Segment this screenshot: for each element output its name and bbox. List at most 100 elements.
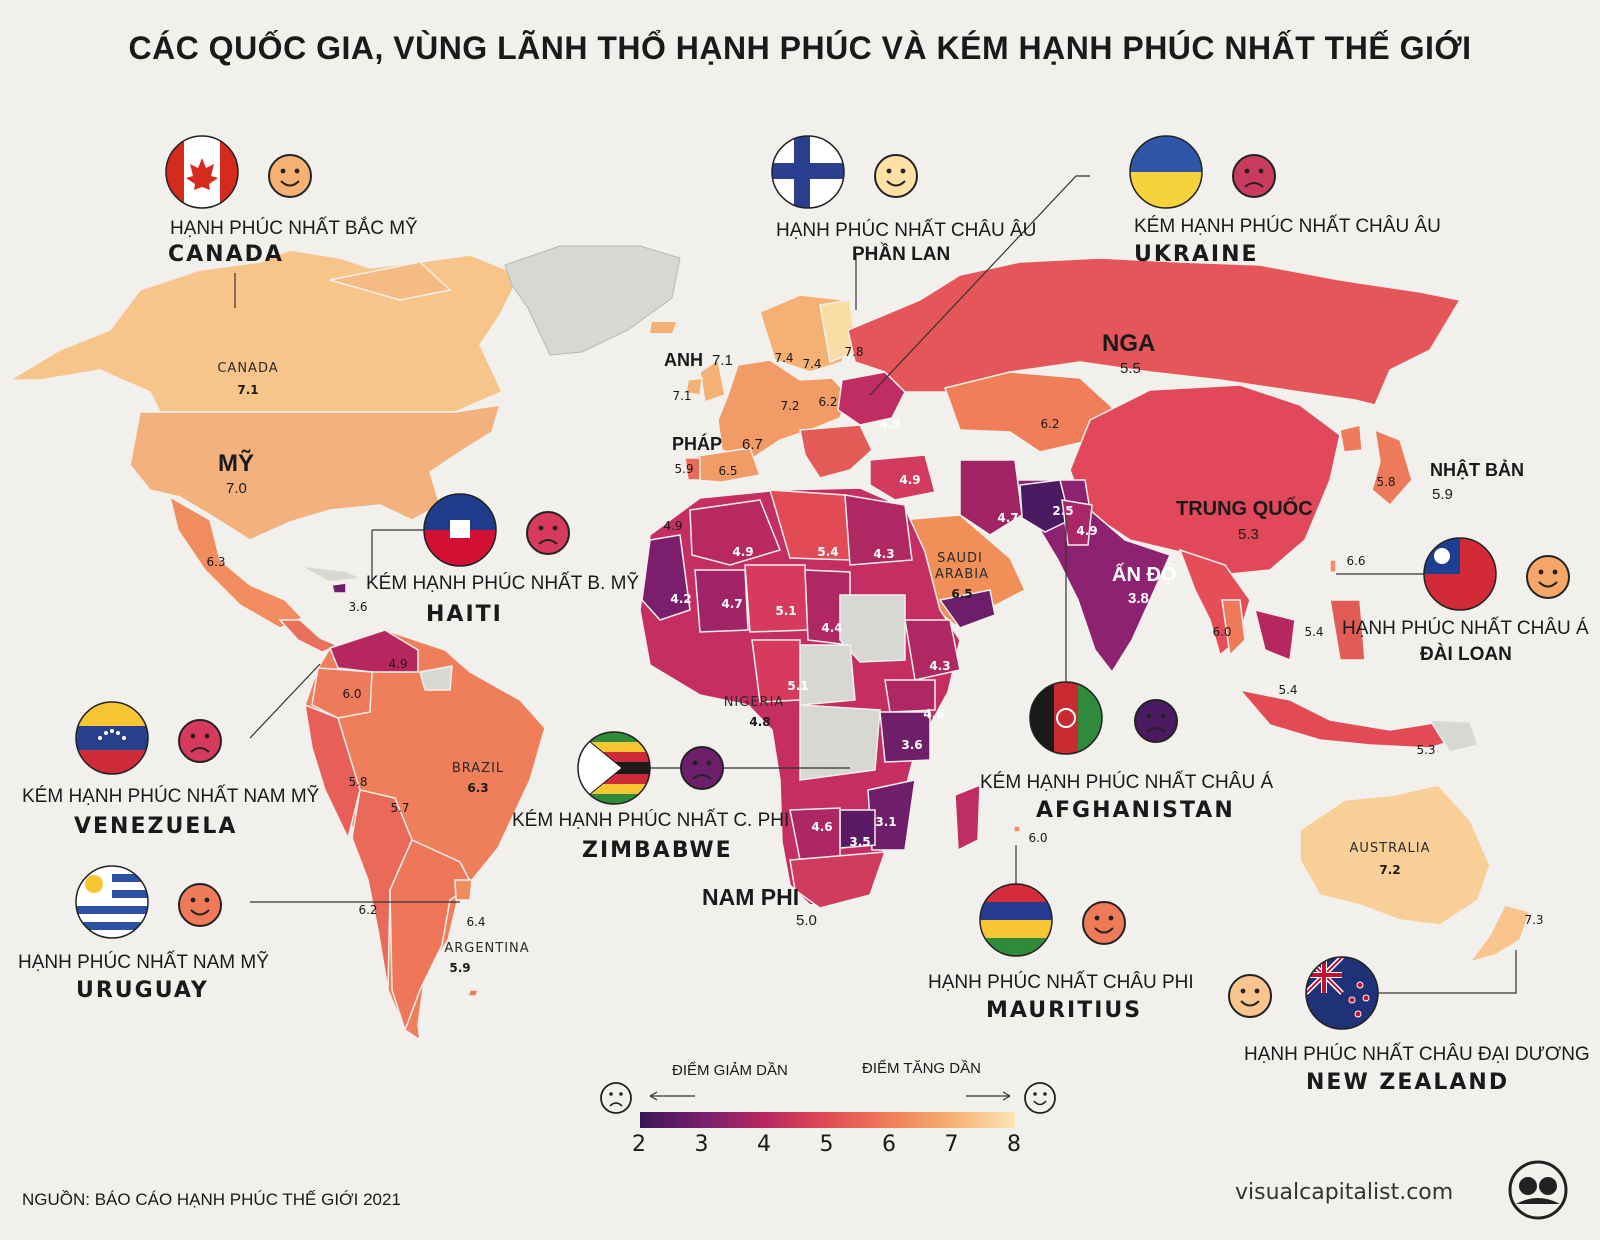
japan-shape	[1371, 428, 1413, 507]
value-niger: 5.1	[775, 604, 796, 618]
usa-region	[129, 404, 502, 541]
value-taiwan: 6.6	[1346, 554, 1365, 568]
happy-face-icon	[268, 154, 312, 198]
legend-tick-6: 6	[882, 1132, 896, 1157]
legend-gradient-bar	[640, 1112, 1015, 1128]
legend-tick-8: 8	[1007, 1132, 1021, 1157]
happy-face-icon	[874, 154, 918, 198]
indonesia-region	[1238, 688, 1473, 749]
value-philippines: 5.4	[1304, 625, 1323, 639]
map-value-china: 5.3	[1238, 526, 1259, 543]
flag-venezuela-icon	[75, 701, 149, 775]
sad-face-icon	[526, 511, 570, 555]
map-value-australia: 7.2	[1379, 863, 1400, 877]
map-label-nigeria: NIGERIA	[724, 695, 785, 710]
greenland	[504, 245, 681, 356]
callout-name-afghanistan: AFGHANISTAN	[1036, 798, 1235, 823]
value-kazakhstan: 6.2	[1040, 417, 1059, 431]
callout-name-zimbabwe: ZIMBABWE	[582, 838, 733, 863]
value-thailand: 6.0	[1212, 625, 1231, 639]
flag-zimbabwe-icon	[577, 731, 651, 805]
value-uruguay: 6.4	[466, 915, 485, 929]
value-chad: 4.4	[821, 621, 842, 635]
haiti-shape	[331, 582, 347, 594]
map-country-labels: CANADA 7.1 BRAZIL 6.3 ARGENTINA 5.9 AUST…	[217, 361, 1429, 975]
happy-face-icon	[1228, 974, 1272, 1018]
happy-face-icon	[1024, 1082, 1056, 1114]
africa	[639, 487, 1021, 909]
flag-canada-icon	[165, 135, 239, 209]
value-malaysia: 5.4	[1278, 683, 1297, 697]
map-label-south-africa: NAM PHI	[702, 884, 800, 910]
map-label-china: TRUNG QUỐC	[1176, 498, 1313, 520]
map-values: 7.8 7.4 7.4 7.2 7.1 6.2 4.9 6.5 5.9 4.9 …	[206, 345, 1543, 929]
value-ukraine: 4.9	[879, 417, 900, 431]
value-namibia: 4.6	[811, 820, 832, 834]
callout-caption-ukraine: KÉM HẠNH PHÚC NHẤT CHÂU ÂU	[1134, 216, 1441, 237]
north-america	[7, 249, 522, 653]
map-label-japan: NHẬT BẢN	[1430, 460, 1524, 480]
value-mexico: 6.3	[206, 555, 225, 569]
value-libya: 5.4	[817, 545, 838, 559]
value-algeria: 4.9	[732, 545, 753, 559]
callout-name-taiwan: ĐÀI LOAN	[1420, 644, 1512, 665]
callout-name-canada: CANADA	[168, 242, 284, 267]
australia-region	[1299, 784, 1491, 926]
flag-haiti-icon	[423, 493, 497, 567]
value-peru: 5.7	[390, 801, 409, 815]
value-venezuela: 4.9	[388, 657, 407, 671]
flag-taiwan-icon	[1423, 537, 1497, 611]
value-spain: 6.5	[718, 464, 737, 478]
flag-uruguay-icon	[75, 865, 149, 939]
callout-caption-canada: HẠNH PHÚC NHẤT BẮC MỸ	[170, 218, 418, 239]
cameroon-shape	[751, 639, 801, 703]
map-label-brazil: BRAZIL	[452, 761, 504, 776]
turkey-region	[869, 454, 936, 501]
value-mali: 4.7	[721, 597, 742, 611]
legend-tick-3: 3	[694, 1132, 709, 1157]
happy-face-icon	[1526, 555, 1570, 599]
happy-face-icon	[1082, 901, 1126, 945]
callout-name-haiti: HAITI	[426, 602, 503, 627]
callout-name-venezuela: VENEZUELA	[74, 814, 238, 839]
callout-name-ukraine: UKRAINE	[1134, 242, 1259, 267]
map-label-france: PHÁP	[672, 434, 723, 454]
value-mauritius: 6.0	[1028, 831, 1047, 845]
value-zimbabwe: 3.5	[849, 835, 870, 849]
mexico-region	[168, 495, 304, 629]
value-cameroon: 5.1	[787, 679, 808, 693]
callout-name-new-zealand: NEW ZEALAND	[1306, 1070, 1510, 1095]
south-africa-shape	[789, 851, 887, 909]
map-value-brazil: 6.3	[467, 781, 488, 795]
flag-afghanistan-icon	[1029, 681, 1103, 755]
value-portugal: 5.9	[674, 462, 693, 476]
egypt-shape	[844, 494, 913, 566]
value-norway: 7.4	[774, 351, 793, 365]
value-tanzania: 3.6	[901, 738, 922, 752]
map-value-south-africa: 5.0	[796, 912, 817, 929]
asia	[847, 257, 1479, 753]
new-zealand-shape	[1468, 904, 1531, 964]
value-ecuador: 5.8	[348, 775, 367, 789]
value-finland: 7.8	[844, 345, 863, 359]
sad-face-icon	[600, 1082, 632, 1114]
value-new-zealand: 7.3	[1524, 913, 1543, 927]
sad-face-icon	[178, 719, 222, 763]
map-label-saudi-1: SAUDI	[937, 551, 983, 566]
value-ireland: 7.1	[672, 389, 691, 403]
value-ethiopia: 4.3	[929, 659, 950, 673]
value-sweden: 7.4	[802, 357, 821, 371]
map-label-saudi-2: ARABIA	[935, 567, 989, 582]
brand-name: visualcapitalist.com	[1235, 1180, 1454, 1205]
value-colombia: 6.0	[342, 687, 361, 701]
legend-tick-5: 5	[819, 1132, 834, 1157]
value-pakistan: 4.9	[1076, 524, 1097, 538]
callout-name-finland: PHẦN LAN	[852, 244, 951, 265]
iran-shape	[959, 459, 1023, 536]
value-indonesia: 5.3	[1416, 743, 1435, 757]
canada-region	[7, 249, 522, 413]
map-label-india: ẤN ĐỘ	[1112, 564, 1177, 586]
value-chile: 6.2	[358, 903, 377, 917]
taiwan-shape	[1329, 559, 1337, 573]
mauritius-shape	[1013, 825, 1021, 833]
